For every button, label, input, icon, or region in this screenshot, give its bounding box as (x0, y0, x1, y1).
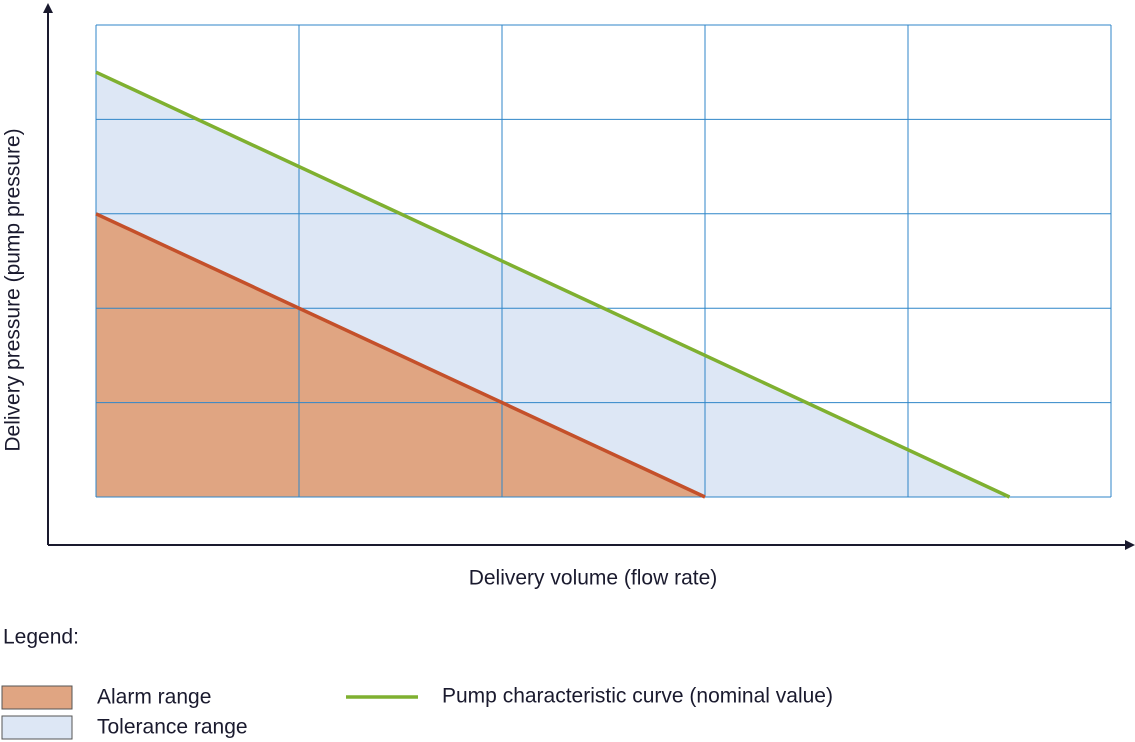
legend-label: Tolerance range (97, 716, 248, 739)
legend-swatch (1, 715, 73, 740)
legend-label: Alarm range (97, 686, 211, 709)
plot-area (95, 24, 1112, 499)
x-axis-label: Delivery volume (flow rate) (469, 567, 718, 590)
legend-title: Legend: (3, 626, 79, 649)
line (95, 212, 706, 499)
legend-swatch (1, 685, 73, 710)
y-axis-label: Delivery pressure (pump pressure) (2, 128, 25, 451)
legend: Tolerance range Alarm range Pump character… (1, 685, 833, 740)
legend-label: Pump characteristic curve (nominal value… (442, 685, 833, 708)
line (95, 70, 1011, 499)
